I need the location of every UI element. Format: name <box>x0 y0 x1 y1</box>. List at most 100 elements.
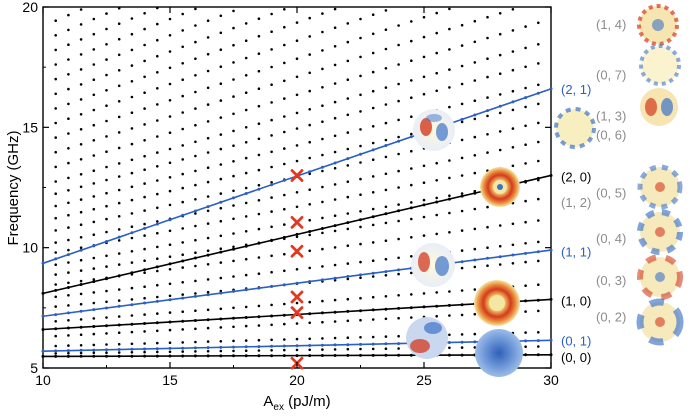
mode-point <box>168 50 172 53</box>
branch-point <box>359 152 362 156</box>
mode-point <box>244 324 248 328</box>
mode-point <box>473 99 477 102</box>
mode-point <box>194 169 197 173</box>
mode-point <box>448 346 451 350</box>
mode-point <box>219 177 223 181</box>
mode-point <box>206 340 210 343</box>
mode-label: (1, 0) <box>561 294 591 309</box>
mode-point <box>130 185 134 189</box>
branch-point <box>460 260 464 264</box>
branch-point <box>66 286 70 289</box>
branch-point <box>79 325 83 329</box>
mode-point <box>206 103 210 106</box>
mode-point <box>371 241 375 244</box>
mode-point <box>67 351 70 355</box>
branch-point <box>54 327 58 331</box>
branch-point <box>422 203 426 207</box>
mode-point <box>283 43 286 47</box>
mode-point <box>79 279 83 283</box>
mode-point <box>410 167 413 170</box>
branch-point <box>168 354 172 358</box>
branch-point <box>41 314 45 318</box>
mode-point <box>486 57 489 60</box>
branch-point <box>219 345 223 349</box>
mode-point <box>105 316 108 319</box>
mode-point <box>105 332 108 335</box>
mode-point <box>448 48 451 51</box>
mode-point <box>92 139 96 142</box>
mode-point <box>219 31 223 35</box>
mode-point <box>321 104 324 107</box>
mode-point <box>117 228 121 231</box>
branch-point <box>295 344 299 348</box>
mode-point <box>54 352 57 355</box>
mode-point <box>79 302 83 306</box>
branch-point <box>193 354 197 358</box>
mode-point <box>384 205 388 209</box>
mode-point <box>194 350 197 353</box>
branch-point <box>435 200 439 204</box>
mode-point <box>105 343 108 346</box>
branch-point <box>54 288 58 292</box>
mode-point <box>194 340 197 344</box>
branch-point <box>549 87 553 91</box>
mode-point <box>79 8 83 11</box>
mode-point <box>181 12 184 16</box>
mode-point <box>54 19 57 23</box>
mode-image-1-4 <box>637 4 679 46</box>
mode-point <box>194 251 197 254</box>
mode-point <box>422 198 426 202</box>
mode-point <box>511 127 515 130</box>
mode-point <box>537 21 540 25</box>
branch-point <box>244 192 248 195</box>
mode-point <box>92 123 96 127</box>
mode-point <box>270 225 273 229</box>
branch-point <box>549 353 553 357</box>
branch-point <box>333 310 337 314</box>
branch-point <box>536 353 540 357</box>
mode-point <box>270 65 273 69</box>
mode-point <box>156 71 159 74</box>
background-branch <box>54 6 159 52</box>
mode-point <box>67 43 70 46</box>
mode-point <box>384 138 388 142</box>
mode-point <box>460 313 464 317</box>
mode-point <box>448 68 451 71</box>
mode-point <box>130 95 134 99</box>
mode-point <box>105 119 108 123</box>
mode-point <box>194 40 197 44</box>
mode-point <box>92 63 96 66</box>
mode-point <box>54 48 57 52</box>
branch-point <box>270 285 274 288</box>
branch-point <box>206 318 210 322</box>
branch-point <box>447 341 451 344</box>
mode-point <box>67 226 70 229</box>
mode-point <box>244 126 248 129</box>
branch-point <box>181 319 185 323</box>
mode-point <box>333 166 337 170</box>
branch-point <box>244 354 248 358</box>
mode-point <box>524 124 527 128</box>
mode-point <box>206 120 210 123</box>
branch-point <box>359 342 362 346</box>
background-branch <box>54 43 540 183</box>
branch-point <box>397 209 401 213</box>
mode-point <box>79 210 83 214</box>
mode-point <box>410 217 413 221</box>
mode-point <box>105 27 108 31</box>
mode-point <box>232 160 235 163</box>
branch-point <box>206 346 210 350</box>
x-tick-label: 30 <box>543 372 559 388</box>
branch-point <box>79 348 83 352</box>
mode-point <box>105 351 108 355</box>
mode-point <box>486 264 489 268</box>
mode-point <box>498 72 502 75</box>
branch-point <box>308 312 312 316</box>
branch-point <box>320 165 324 169</box>
mode-point <box>194 264 197 268</box>
mode-point <box>460 192 464 195</box>
background-branch <box>54 240 540 299</box>
mode-point <box>308 249 312 253</box>
mode-point <box>54 77 57 81</box>
mode-point <box>67 147 70 150</box>
